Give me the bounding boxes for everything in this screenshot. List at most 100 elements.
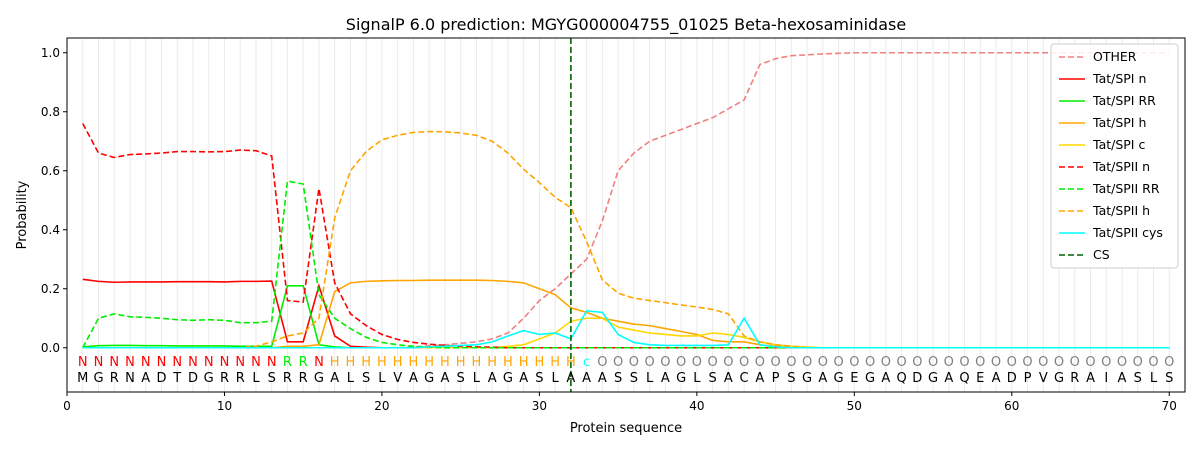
region-label: O — [1054, 355, 1064, 370]
residue-label: S — [457, 371, 465, 386]
region-label: O — [991, 355, 1001, 370]
region-label: H — [440, 355, 450, 370]
grid-lines — [82, 38, 1170, 392]
residue-label: A — [598, 371, 607, 386]
residue-label: C — [740, 371, 749, 386]
region-label: N — [109, 355, 119, 370]
x-tick-label: 0 — [63, 399, 71, 413]
region-label: O — [975, 355, 985, 370]
residue-label: G — [503, 371, 513, 386]
residue-label: G — [802, 371, 812, 386]
region-label: H — [456, 355, 466, 370]
region-label: O — [629, 355, 639, 370]
region-label: O — [645, 355, 655, 370]
x-tick-label: 50 — [847, 399, 862, 413]
region-label: H — [472, 355, 482, 370]
region-label: N — [94, 355, 104, 370]
residue-label: L — [646, 371, 654, 386]
x-tick-label: 70 — [1162, 399, 1177, 413]
residue-label: S — [787, 371, 795, 386]
residue-label: T — [172, 371, 181, 386]
legend-label: Tat/SPII cys — [1092, 225, 1163, 240]
region-label: O — [849, 355, 859, 370]
region-label: O — [1164, 355, 1174, 370]
residue-label: R — [299, 371, 308, 386]
region-label: H — [566, 355, 576, 370]
legend-label: Tat/SPII n — [1092, 159, 1150, 174]
series-line-other — [82, 51, 1170, 349]
region-label: N — [125, 355, 135, 370]
residue-label: A — [992, 371, 1001, 386]
residue-label: S — [362, 371, 370, 386]
region-label: N — [172, 355, 182, 370]
residue-label: A — [330, 371, 339, 386]
residue-label: A — [661, 371, 670, 386]
residue-label: A — [944, 371, 953, 386]
residue-label: L — [347, 371, 355, 386]
residue-label: A — [440, 371, 449, 386]
legend-label: Tat/SPI n — [1092, 71, 1146, 86]
region-label: O — [1070, 355, 1080, 370]
region-label: O — [912, 355, 922, 370]
region-label: N — [204, 355, 214, 370]
residue-label: D — [912, 371, 922, 386]
residue-label: S — [630, 371, 638, 386]
residue-label: G — [314, 371, 324, 386]
region-label: O — [613, 355, 623, 370]
region-label: O — [770, 355, 780, 370]
region-label: N — [78, 355, 88, 370]
legend: OTHER Tat/SPI n Tat/SPI RR Tat/SPI h Tat/SPI… — [1050, 43, 1179, 269]
y-tick-label: 1.0 — [41, 46, 60, 60]
region-label: O — [786, 355, 796, 370]
region-label: N — [235, 355, 245, 370]
region-label: c — [583, 355, 590, 370]
region-label: R — [299, 355, 308, 370]
residue-label: A — [1118, 371, 1127, 386]
legend-label: Tat/SPI RR — [1092, 93, 1156, 108]
region-label: N — [220, 355, 230, 370]
chart-title: SignalP 6.0 prediction: MGYG000004755_01… — [346, 15, 906, 35]
region-label: O — [1101, 355, 1111, 370]
region-label: O — [928, 355, 938, 370]
region-label: O — [1117, 355, 1127, 370]
region-label: O — [755, 355, 765, 370]
residue-label: E — [850, 371, 858, 386]
residue-label: R — [220, 371, 229, 386]
residue-label: L — [252, 371, 260, 386]
x-tick-label: 10 — [217, 399, 232, 413]
region-label: H — [377, 355, 387, 370]
series-line-tat-spii-h — [82, 130, 1170, 349]
x-tick-label: 60 — [1004, 399, 1019, 413]
region-label: O — [739, 355, 749, 370]
y-tick-label: 0.4 — [41, 223, 60, 237]
residue-label: M — [77, 371, 88, 386]
residue-label: E — [976, 371, 984, 386]
region-label: O — [865, 355, 875, 370]
residue-label: P — [772, 371, 780, 386]
region-label: H — [361, 355, 371, 370]
region-label: N — [267, 355, 277, 370]
residue-label: A — [1086, 371, 1095, 386]
region-label: N — [314, 355, 324, 370]
y-tick-label: 0.0 — [41, 341, 60, 355]
legend-label: Tat/SPI c — [1092, 137, 1145, 152]
residue-label: A — [566, 371, 575, 386]
legend-label: Tat/SPI h — [1092, 115, 1146, 130]
region-label: H — [424, 355, 434, 370]
residue-label: G — [204, 371, 214, 386]
residue-label: S — [535, 371, 543, 386]
plot-frame — [66, 37, 1186, 393]
residue-label: A — [141, 371, 150, 386]
x-tick-label: 40 — [689, 399, 704, 413]
residue-label: G — [676, 371, 686, 386]
x-tick-label: 30 — [532, 399, 547, 413]
region-label: H — [535, 355, 545, 370]
residue-label: A — [488, 371, 497, 386]
region-label: H — [393, 355, 403, 370]
y-tick-label: 0.2 — [41, 282, 60, 296]
residue-label: G — [865, 371, 875, 386]
region-label: H — [487, 355, 497, 370]
residue-label: Q — [896, 371, 906, 386]
region-label: H — [409, 355, 419, 370]
